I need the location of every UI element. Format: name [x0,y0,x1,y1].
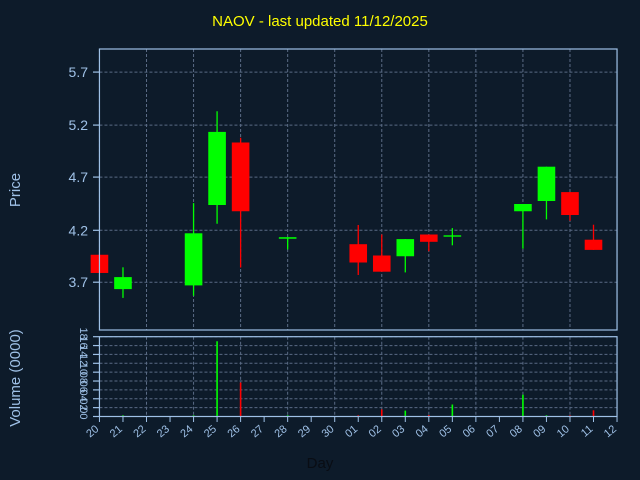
svg-text:4.7: 4.7 [69,169,89,185]
svg-text:Day: Day [307,455,334,472]
svg-text:Price: Price [7,173,24,207]
svg-text:5.7: 5.7 [69,64,89,80]
svg-text:4.2: 4.2 [69,222,89,238]
svg-text:5.2: 5.2 [69,117,89,133]
svg-text:00: 00 [77,407,89,419]
svg-text:Volume (0000): Volume (0000) [7,329,24,427]
svg-text:NAOV - last updated 11/12/2025: NAOV - last updated 11/12/2025 [212,13,428,30]
svg-text:3.7: 3.7 [69,274,89,290]
